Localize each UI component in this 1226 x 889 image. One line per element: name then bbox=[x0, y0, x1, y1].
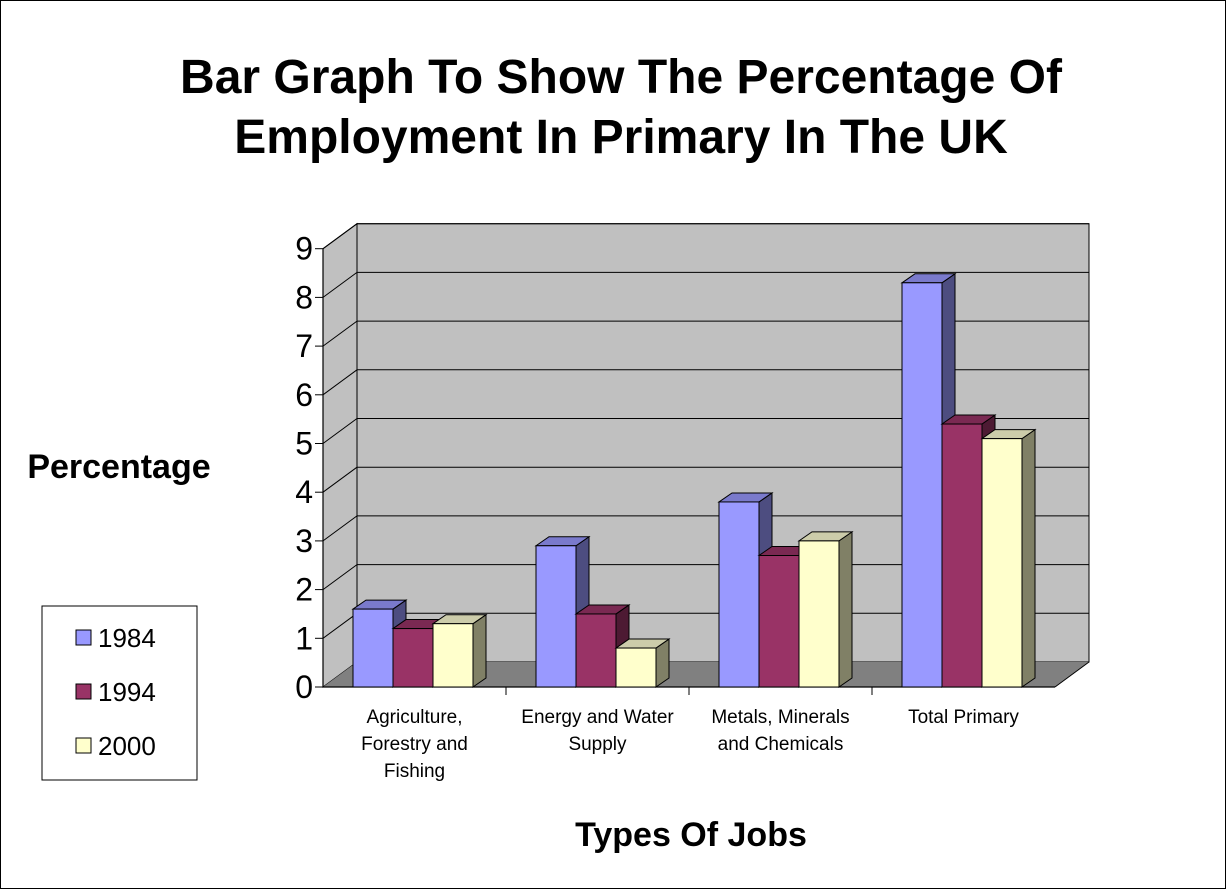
bar-front bbox=[981, 438, 1023, 688]
y-tick-label: 6 bbox=[295, 377, 313, 413]
bar-front bbox=[798, 540, 840, 688]
category-label: and Chemicals bbox=[718, 734, 844, 755]
bar-2000 bbox=[614, 638, 671, 688]
y-tick-label: 3 bbox=[295, 523, 313, 559]
category-label: Metals, Minerals bbox=[711, 707, 849, 728]
y-tick-label: 1 bbox=[295, 620, 313, 656]
gridline-side bbox=[322, 223, 358, 250]
bar-front bbox=[758, 555, 800, 688]
gridline-side bbox=[322, 369, 358, 396]
y-tick-label: 7 bbox=[295, 328, 313, 364]
bar-side bbox=[1021, 428, 1036, 688]
bar-side bbox=[472, 613, 487, 688]
x-axis-category-labels: Agriculture, Forestry and Fishing Energy an… bbox=[361, 707, 1019, 782]
gridline-side bbox=[322, 271, 358, 298]
y-tick-label: 9 bbox=[295, 231, 313, 267]
bar-front bbox=[432, 623, 474, 688]
chart-title: Bar Graph To Show The Percentage Of Empl… bbox=[180, 51, 1063, 164]
bar-front bbox=[718, 501, 760, 688]
legend-label: 1994 bbox=[98, 677, 156, 707]
y-axis-title: Percentage bbox=[27, 448, 210, 486]
bar-front bbox=[941, 423, 983, 688]
legend-item-1984: 1984 bbox=[75, 623, 156, 653]
category-label: Fishing bbox=[384, 761, 445, 782]
x-axis-title: Types Of Jobs bbox=[575, 816, 807, 854]
floor-edge bbox=[1054, 661, 1090, 688]
legend-box bbox=[41, 605, 198, 781]
chart-title-line-2: Employment In Primary In The UK bbox=[234, 111, 1008, 164]
category-label: Total Primary bbox=[908, 707, 1019, 728]
y-tick-label: 2 bbox=[295, 572, 313, 608]
gridline-side bbox=[322, 418, 358, 444]
bars bbox=[351, 272, 1037, 688]
bar-2000 bbox=[797, 530, 854, 688]
bar-front bbox=[615, 647, 657, 688]
gridline-side bbox=[322, 564, 358, 591]
y-tick-label: 4 bbox=[295, 474, 313, 510]
bar-front bbox=[901, 282, 943, 688]
gridline-side bbox=[322, 320, 358, 347]
y-tick-label: 0 bbox=[295, 669, 313, 705]
bar-side bbox=[838, 530, 853, 688]
category-label: Forestry and bbox=[361, 734, 468, 755]
category-label: Agriculture, bbox=[366, 707, 462, 728]
chart-title-line-1: Bar Graph To Show The Percentage Of bbox=[180, 51, 1063, 104]
y-tick-label: 5 bbox=[295, 426, 313, 462]
bar-2000 bbox=[980, 428, 1037, 688]
gridline-side bbox=[322, 466, 358, 493]
bar-front bbox=[535, 545, 577, 688]
legend-label: 1984 bbox=[98, 623, 156, 653]
legend-swatch bbox=[75, 737, 92, 754]
bar-front bbox=[352, 608, 394, 688]
legend-item-2000: 2000 bbox=[75, 731, 156, 761]
bar-front bbox=[392, 628, 434, 688]
floor bbox=[323, 662, 1089, 687]
y-tick-label: 8 bbox=[295, 279, 313, 315]
bar-front bbox=[575, 613, 617, 688]
legend: 1984 1994 2000 bbox=[41, 605, 198, 781]
legend-swatch bbox=[75, 629, 92, 646]
gridline-side bbox=[322, 515, 358, 542]
y-axis-ticks: 0 1 2 3 4 5 6 7 8 9 bbox=[295, 231, 323, 705]
category-label: Energy and Water bbox=[521, 707, 674, 728]
category-label: Supply bbox=[568, 734, 627, 755]
legend-label: 2000 bbox=[98, 731, 156, 761]
bar-2000 bbox=[431, 613, 488, 688]
gridline-side bbox=[322, 612, 358, 639]
legend-item-1994: 1994 bbox=[75, 677, 156, 707]
legend-swatch bbox=[75, 683, 92, 700]
